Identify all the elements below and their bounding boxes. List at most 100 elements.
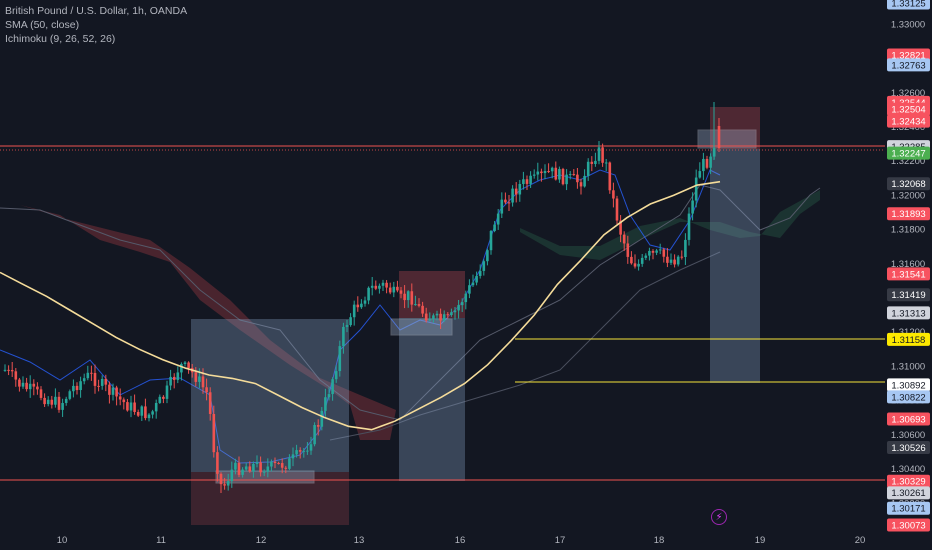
candle	[25, 382, 28, 390]
candle	[579, 182, 583, 187]
candle	[280, 463, 284, 468]
candle	[464, 293, 468, 303]
candle	[212, 413, 216, 453]
price-tag	[887, 390, 930, 404]
price-tag	[887, 378, 930, 392]
legend-symbol[interactable]: British Pound / U.S. Dollar, 1h, OANDA	[5, 5, 188, 17]
candle	[421, 305, 424, 314]
candle	[334, 371, 338, 380]
price-tag	[887, 177, 930, 191]
position-stop-zone	[399, 271, 465, 318]
candle	[658, 249, 662, 251]
entry-box	[390, 318, 453, 336]
candle	[435, 313, 439, 316]
candle	[684, 239, 687, 258]
candle	[568, 174, 572, 176]
candle	[489, 230, 493, 251]
candle	[273, 461, 277, 464]
candle	[75, 385, 79, 391]
price-tag	[887, 114, 930, 128]
candle	[237, 462, 241, 475]
candle	[514, 188, 518, 195]
candle	[309, 444, 313, 451]
candle	[349, 317, 352, 326]
price-tag-label: 1.30073	[891, 520, 925, 531]
candle	[640, 257, 644, 264]
candle	[3, 369, 7, 371]
candle	[424, 313, 428, 321]
candle	[183, 362, 187, 364]
candle	[324, 397, 327, 411]
price-tag-label: 1.31541	[891, 269, 925, 280]
candle	[572, 174, 576, 176]
candle	[352, 304, 356, 318]
candle	[262, 471, 266, 473]
price-tag	[887, 501, 930, 515]
candle	[147, 414, 151, 419]
y-tick-label: 1.33000	[891, 19, 925, 30]
candle	[154, 402, 158, 412]
price-tag	[887, 441, 930, 455]
price-tag-label: 1.30822	[891, 392, 925, 403]
x-tick-label: 13	[354, 535, 365, 546]
candle	[717, 126, 721, 148]
candle	[205, 387, 208, 393]
candle	[68, 391, 72, 399]
candle	[7, 369, 10, 371]
y-tick-label: 1.31200	[891, 327, 925, 338]
candle	[86, 372, 90, 379]
candle	[64, 398, 68, 403]
candle	[446, 314, 450, 316]
candle	[302, 450, 306, 452]
candle	[691, 200, 694, 214]
candle	[414, 304, 417, 306]
candle	[43, 397, 46, 405]
legend-ichimoku[interactable]: Ichimoku (9, 26, 52, 26)	[5, 33, 116, 45]
candle	[374, 285, 378, 289]
candle	[547, 171, 550, 173]
price-tag-label: 1.30171	[891, 504, 925, 515]
candle	[482, 261, 486, 271]
candle	[342, 326, 345, 347]
candle	[619, 220, 622, 235]
price-tag-label: 1.30693	[891, 414, 925, 425]
candle	[230, 469, 234, 482]
y-tick-label: 1.31000	[891, 361, 925, 372]
candle	[118, 396, 122, 400]
candle	[561, 169, 565, 185]
candle	[244, 466, 248, 470]
candle	[36, 386, 39, 390]
price-tag	[887, 518, 930, 532]
tenkan-sen-line	[0, 169, 721, 464]
price-tag-label: 1.31158	[892, 335, 926, 346]
candle	[504, 199, 507, 203]
candle	[255, 462, 259, 464]
candle	[241, 469, 244, 475]
candle	[158, 396, 162, 403]
chart-legend: British Pound / U.S. Dollar, 1h, OANDA S…	[5, 4, 187, 46]
candle	[331, 379, 334, 395]
candle	[622, 234, 626, 244]
candle	[327, 394, 331, 398]
candle	[669, 259, 673, 263]
candle	[432, 315, 435, 320]
y-tick-label: 1.30600	[891, 430, 925, 441]
candle	[90, 372, 93, 374]
candle	[590, 161, 594, 164]
candle	[468, 285, 471, 294]
candle	[363, 300, 367, 304]
price-tag-label: 1.32504	[891, 105, 925, 116]
legend-sma[interactable]: SMA (50, close)	[5, 19, 80, 31]
candle	[39, 389, 43, 398]
candle	[471, 282, 475, 286]
price-tag	[887, 102, 930, 116]
candle	[633, 263, 637, 267]
candle	[709, 156, 712, 168]
candle	[187, 362, 190, 368]
price-tag-label: 1.33125	[891, 0, 925, 9]
lightning-icon[interactable]: ⚡	[711, 509, 727, 525]
candle	[486, 250, 489, 262]
candle	[457, 305, 460, 311]
candle	[266, 466, 270, 472]
